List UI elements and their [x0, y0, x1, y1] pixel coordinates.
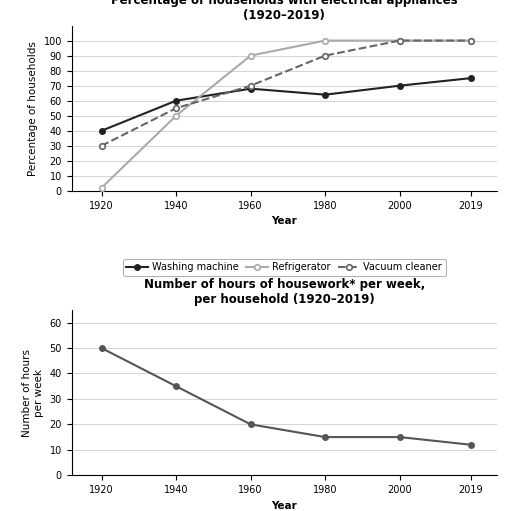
- X-axis label: Year: Year: [271, 500, 297, 510]
- Legend: Washing machine, Refrigerator, Vacuum cleaner: Washing machine, Refrigerator, Vacuum cl…: [122, 259, 446, 276]
- Title: Percentage of households with electrical appliances
(1920–2019): Percentage of households with electrical…: [111, 0, 458, 21]
- X-axis label: Year: Year: [271, 216, 297, 226]
- Y-axis label: Percentage of households: Percentage of households: [28, 41, 38, 176]
- Y-axis label: Number of hours
per week: Number of hours per week: [23, 349, 44, 436]
- Title: Number of hours of housework* per week,
per household (1920–2019): Number of hours of housework* per week, …: [143, 278, 425, 306]
